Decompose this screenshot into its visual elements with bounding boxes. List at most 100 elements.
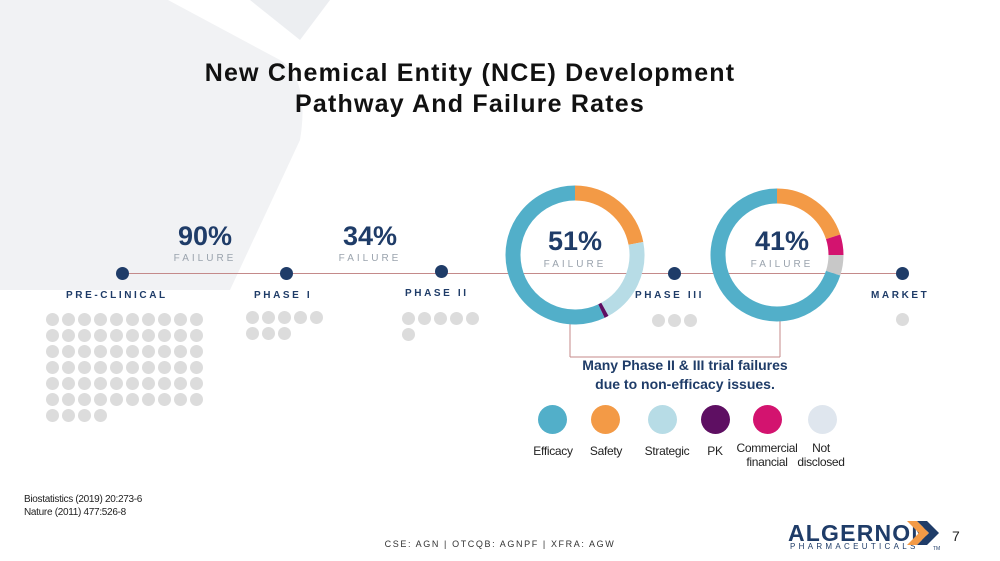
stage-dot — [174, 329, 187, 342]
stage-dot — [896, 313, 909, 326]
stage-dot — [246, 311, 259, 324]
stage-dot — [62, 377, 75, 390]
stage-dot — [158, 329, 171, 342]
stage-dot — [174, 377, 187, 390]
legend-label-efficacy: Efficacy — [533, 444, 573, 458]
stage-label-phase3: PHASE III — [635, 290, 704, 301]
stage-dot — [46, 313, 59, 326]
stage-dot — [402, 328, 415, 341]
legend-swatch-pk — [701, 405, 730, 434]
stage-dot — [278, 311, 291, 324]
stage-dot — [78, 313, 91, 326]
failure-percent-phase2: 51% — [547, 226, 603, 256]
node-phase3 — [668, 267, 681, 280]
legend-label-not-disclosed: Not disclosed — [797, 441, 845, 469]
stage-dot — [94, 329, 107, 342]
stage-dot — [158, 361, 171, 374]
donut-slice-pk — [598, 302, 609, 318]
stage-dot — [126, 361, 139, 374]
stage-dot — [174, 393, 187, 406]
stage-dot — [684, 314, 697, 327]
donut-slice-safety — [574, 185, 644, 246]
stage-dot — [158, 377, 171, 390]
node-phase1 — [280, 267, 293, 280]
reference-1: Biostatistics (2019) 20:273-6 — [24, 494, 143, 505]
legend-swatch-efficacy — [538, 405, 567, 434]
stage-dot — [126, 345, 139, 358]
stage-dot — [62, 409, 75, 422]
non-efficacy-note: Many Phase II & III trial failures due t… — [540, 356, 830, 394]
stage-dot — [110, 361, 123, 374]
stage-dot — [310, 311, 323, 324]
stage-dot — [110, 393, 123, 406]
stage-dot — [246, 327, 259, 340]
stage-label-phase2: PHASE II — [405, 288, 469, 299]
failure-label-phase3: FAILURE — [750, 259, 814, 270]
stage-dot — [652, 314, 665, 327]
stage-dot — [78, 345, 91, 358]
stage-dot — [190, 393, 203, 406]
stock-tickers: CSE: AGN | OTCQB: AGNPF | XFRA: AGW — [384, 539, 616, 549]
stage-dot — [46, 361, 59, 374]
stage-dot — [668, 314, 681, 327]
title-line-2: Pathway And Failure Rates — [295, 90, 645, 118]
stage-dot — [466, 312, 479, 325]
stage-dot — [110, 377, 123, 390]
stage-dot — [110, 345, 123, 358]
stage-dot — [46, 377, 59, 390]
legend-swatch-not-disclosed — [808, 405, 837, 434]
page-number: 7 — [952, 528, 960, 544]
stage-dot — [174, 313, 187, 326]
donut-slice-efficacy — [710, 188, 841, 322]
logo-wordmark: ALGERNON — [788, 520, 930, 546]
legend-label-safety: Safety — [589, 444, 623, 458]
failure-percent-phase1: 34% — [342, 221, 398, 251]
stage-dot — [94, 313, 107, 326]
note-line-1: Many Phase II & III trial failures — [582, 357, 788, 373]
failure-label-preclinical: FAILURE — [173, 253, 237, 264]
stage-dot — [46, 345, 59, 358]
stage-dot — [78, 377, 91, 390]
stage-dot — [174, 345, 187, 358]
donut-slice-safety — [776, 188, 841, 240]
stage-dot — [174, 361, 187, 374]
stage-dot — [126, 329, 139, 342]
stage-dot — [434, 312, 447, 325]
stage-label-market: MARKET — [871, 290, 930, 301]
stage-dot — [62, 361, 75, 374]
legend-label-strategic: Strategic — [644, 444, 690, 458]
stage-dot — [158, 345, 171, 358]
slide-title: New Chemical Entity (NCE) Development Pa… — [0, 58, 940, 120]
stage-dot — [62, 313, 75, 326]
stage-dot — [262, 327, 275, 340]
stage-dot — [126, 377, 139, 390]
stage-dot — [294, 311, 307, 324]
stage-dot — [126, 393, 139, 406]
stage-dot — [110, 329, 123, 342]
stage-label-phase1: PHASE I — [254, 290, 313, 301]
stage-dot — [78, 409, 91, 422]
stage-dot — [142, 361, 155, 374]
failure-percent-phase3: 41% — [754, 226, 810, 256]
stage-dot — [46, 409, 59, 422]
stage-dot — [450, 312, 463, 325]
stage-dot — [142, 329, 155, 342]
references: Biostatistics (2019) 20:273-6 Nature (20… — [24, 493, 142, 519]
stage-dot — [62, 329, 75, 342]
legend-label-pk: PK — [707, 444, 723, 458]
logo-trademark: TM — [933, 546, 941, 552]
stage-dot — [62, 393, 75, 406]
stage-dot — [190, 361, 203, 374]
stage-dot — [62, 345, 75, 358]
stage-label-preclinical: PRE-CLINICAL — [66, 290, 168, 301]
donut-slice-commercial-financial — [825, 234, 844, 256]
failure-label-phase1: FAILURE — [338, 253, 402, 264]
stage-dot — [94, 377, 107, 390]
stage-dot — [418, 312, 431, 325]
stage-dot — [94, 361, 107, 374]
stage-dot — [190, 329, 203, 342]
donut-slice-not-disclosed — [825, 254, 844, 276]
stage-dot — [78, 329, 91, 342]
failure-percent-preclinical: 90% — [177, 221, 233, 251]
node-preclinical — [116, 267, 129, 280]
